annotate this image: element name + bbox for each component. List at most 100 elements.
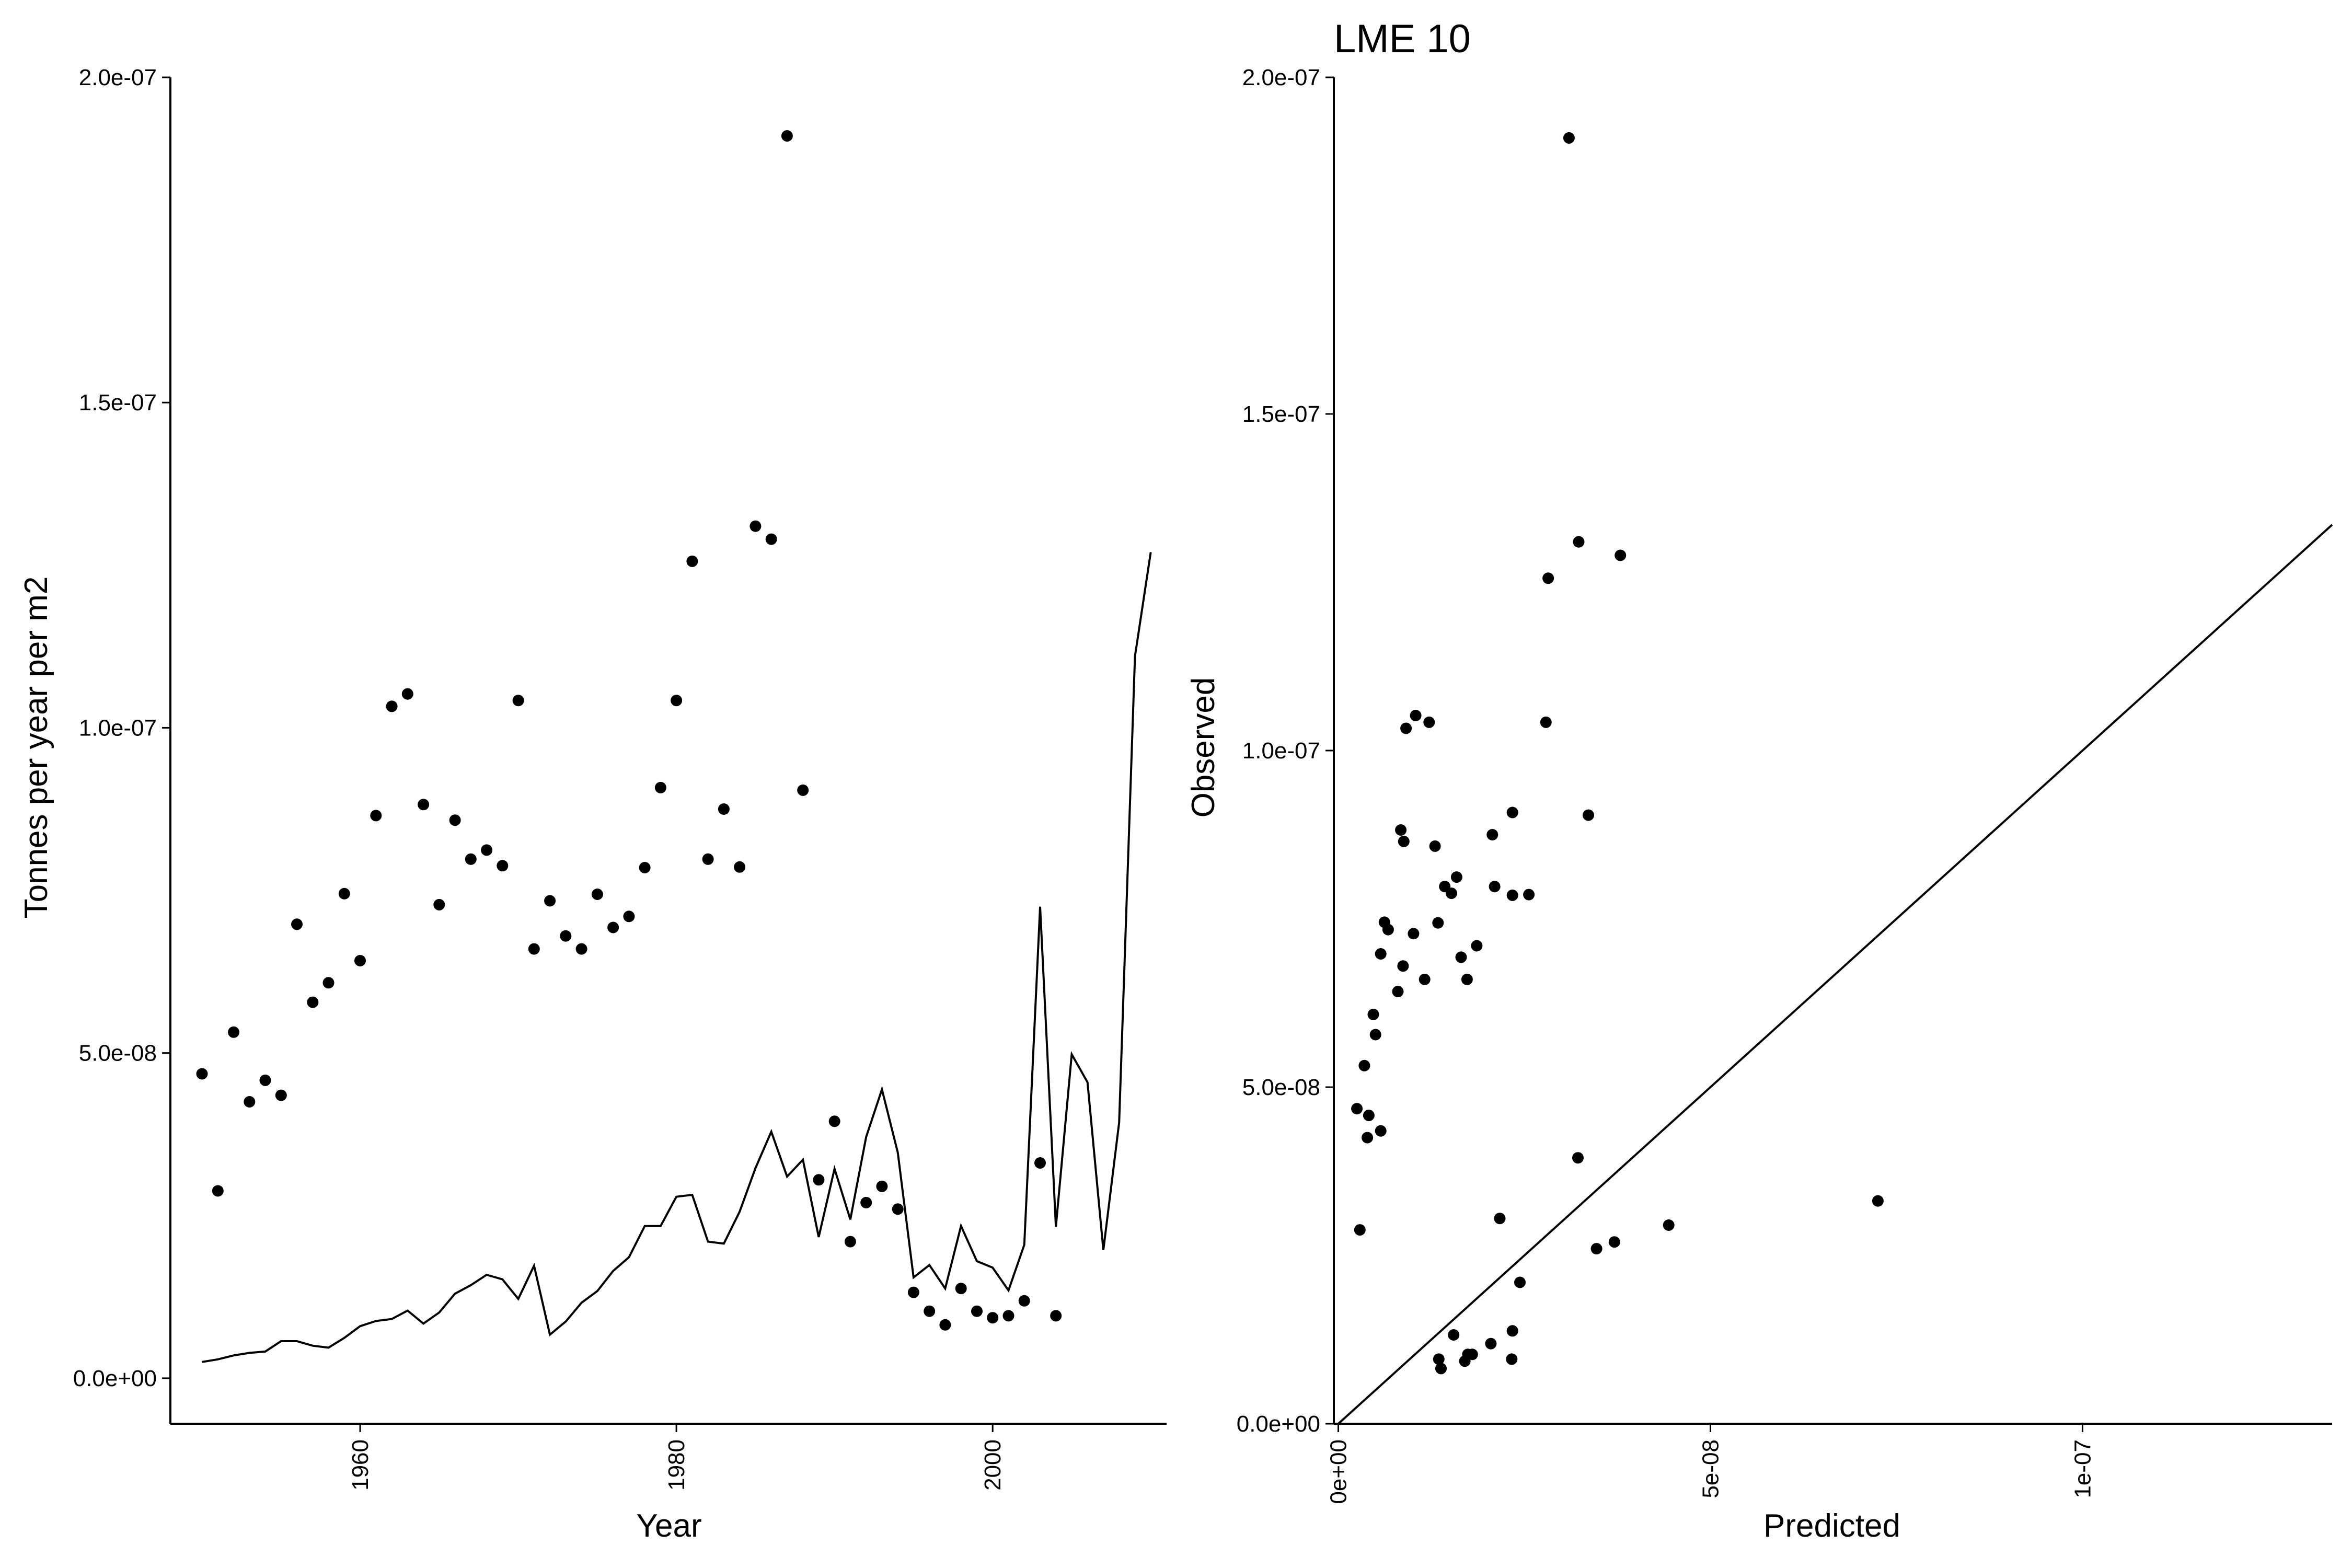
right-observed-point [1382, 924, 1394, 936]
right-observed-point [1459, 1355, 1471, 1367]
right-observed-point [1466, 1348, 1478, 1361]
left-observed-point [196, 1068, 208, 1080]
left-observed-point [828, 1115, 840, 1127]
left-observed-point [907, 1286, 919, 1298]
left-observed-point [481, 844, 493, 856]
left-observed-point [623, 910, 635, 923]
right-observed-point [1608, 1236, 1620, 1248]
left-y-tick-label: 1.0e-07 [79, 715, 157, 741]
left-observed-point [212, 1185, 224, 1197]
left-observed-point [1034, 1157, 1046, 1169]
left-observed-point [433, 898, 445, 910]
right-plot-title: LME 10 [1334, 17, 1471, 61]
left-observed-point [575, 943, 587, 955]
right-observed-point [1400, 722, 1412, 734]
left-observed-point [512, 695, 524, 707]
left-observed-point [892, 1203, 904, 1215]
right-observed-point [1450, 871, 1462, 883]
left-observed-point [544, 895, 556, 907]
right-observed-point [1563, 132, 1575, 144]
left-x-tick-label: 1960 [348, 1439, 373, 1491]
right-observed-point [1489, 881, 1501, 893]
left-observed-point [781, 130, 793, 142]
left-observed-point [401, 688, 413, 700]
right-observed-point [1540, 716, 1552, 728]
right-observed-point [1872, 1195, 1884, 1207]
left-x-tick-label: 1980 [664, 1439, 689, 1491]
left-observed-point [1018, 1295, 1030, 1307]
left-x-tick-label: 2000 [980, 1439, 1006, 1491]
left-observed-point [686, 555, 698, 567]
right-observed-point [1514, 1276, 1526, 1288]
right-observed-point [1485, 1338, 1497, 1350]
right-observed-point [1433, 1353, 1445, 1365]
right-observed-point [1375, 948, 1387, 960]
right-observed-point [1572, 1152, 1584, 1164]
left-observed-point [654, 781, 666, 793]
right-observed-point [1419, 973, 1431, 985]
left-observed-point [734, 861, 746, 873]
right-observed-point [1398, 835, 1410, 847]
right-y-tick-label: 1.5e-07 [1242, 401, 1320, 427]
left-y-tick-label: 5.0e-08 [79, 1041, 157, 1066]
right-observed-point [1461, 973, 1473, 985]
left-observed-point [386, 700, 398, 712]
left-observed-point [291, 918, 303, 930]
predicted-series-line [202, 552, 1152, 1363]
right-y-tick-label: 5.0e-08 [1242, 1075, 1320, 1100]
right-observed-point [1663, 1219, 1675, 1231]
left-observed-point [718, 803, 730, 815]
right-observed-point [1408, 928, 1420, 940]
left-observed-point [560, 930, 572, 942]
right-observed-point [1448, 1329, 1460, 1341]
right-y-axis-title: Observed [1185, 677, 1221, 818]
right-observed-point [1362, 1132, 1374, 1144]
left-observed-point [244, 1096, 256, 1108]
right-y-tick-label: 0.0e+00 [1237, 1411, 1320, 1437]
right-observed-point [1506, 806, 1518, 818]
right-observed-point [1506, 889, 1518, 901]
right-observed-point [1506, 1325, 1518, 1337]
right-observed-point [1397, 960, 1409, 972]
left-observed-point [639, 862, 651, 873]
right-observed-point [1523, 889, 1535, 901]
left-observed-point [955, 1283, 967, 1295]
left-observed-point [1050, 1310, 1062, 1322]
left-observed-point [876, 1180, 888, 1192]
right-observed-point [1471, 940, 1483, 952]
right-observed-point [1392, 986, 1404, 998]
left-observed-point [813, 1174, 825, 1186]
left-observed-point [338, 887, 350, 900]
left-observed-point [797, 784, 809, 796]
left-observed-point [275, 1089, 287, 1101]
left-observed-point [844, 1236, 856, 1248]
left-observed-point [765, 533, 777, 545]
right-observed-point [1429, 840, 1441, 852]
left-y-tick-label: 2.0e-07 [79, 65, 157, 90]
left-observed-point [987, 1312, 999, 1324]
right-observed-point [1367, 1008, 1379, 1020]
left-x-axis-title: Year [636, 1508, 701, 1544]
right-y-tick-label: 1.0e-07 [1242, 738, 1320, 764]
left-y-axis-title: Tonnes per year per m2 [18, 577, 54, 919]
left-observed-point [860, 1196, 872, 1208]
scatter-marks [1338, 132, 2333, 1425]
left-observed-point [259, 1074, 271, 1086]
right-observed-point [1455, 951, 1467, 963]
right-observed-point [1369, 1029, 1381, 1041]
left-observed-point [354, 955, 366, 966]
time-series-axes: 0.0e+00 5.0e-08 1.0e-07 1.5e-07 2.0e-07 1960 1… [73, 65, 1167, 1491]
right-observed-point [1432, 917, 1444, 929]
left-observed-point [607, 921, 619, 933]
time-series-panel: 0.0e+00 5.0e-08 1.0e-07 1.5e-07 2.0e-07 1960 1… [18, 65, 1167, 1544]
left-observed-point [418, 799, 430, 811]
right-observed-point [1354, 1224, 1366, 1236]
right-y-tick-label: 2.0e-07 [1242, 65, 1320, 90]
right-observed-point [1446, 887, 1457, 900]
left-observed-point [322, 977, 335, 989]
right-observed-point [1583, 809, 1594, 821]
right-x-axis-title: Predicted [1763, 1508, 1900, 1544]
left-observed-point [702, 853, 714, 865]
right-observed-point [1573, 536, 1585, 548]
